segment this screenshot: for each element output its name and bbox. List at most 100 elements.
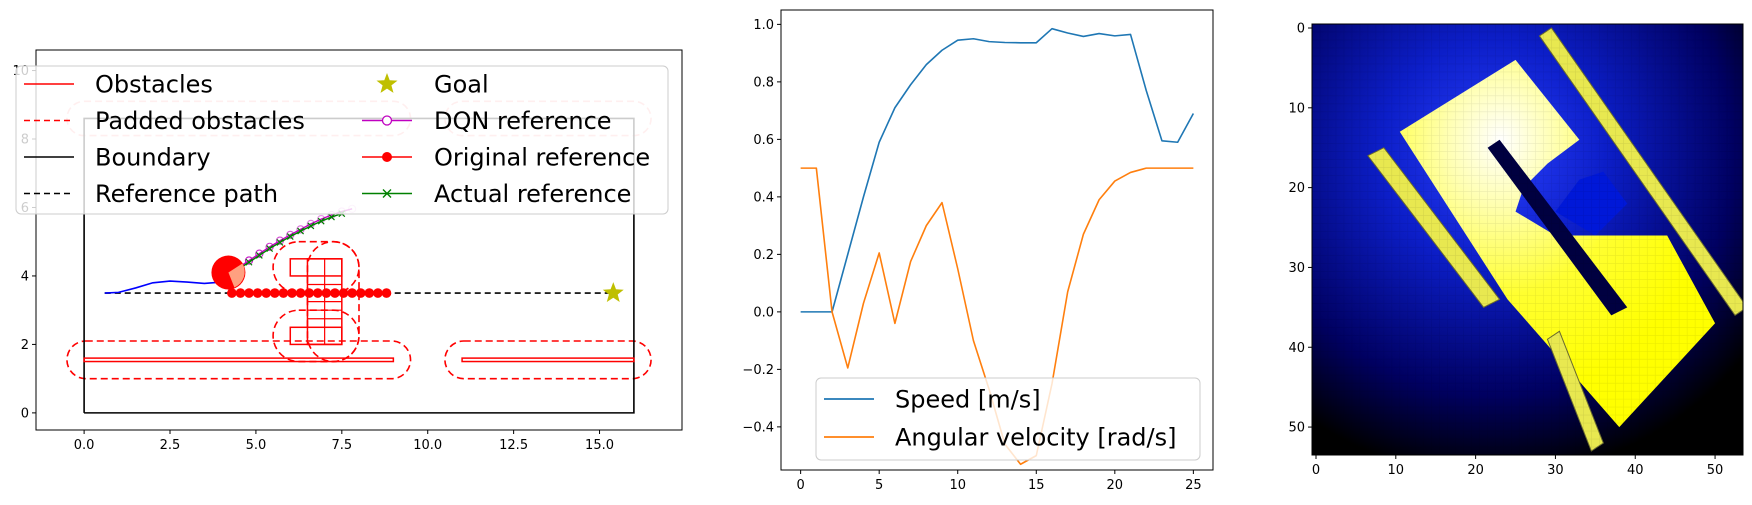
original-reference-point — [235, 288, 246, 298]
velocity-legend: Speed [m/s] Angular velocity [rad/s] — [815, 377, 1201, 461]
original-reference-point — [381, 288, 392, 298]
original-reference-point — [227, 288, 237, 298]
padded-obstacle — [272, 240, 360, 294]
y-tick-label: 2 — [21, 338, 29, 353]
x-tick-label: 20 — [1107, 478, 1124, 493]
legend-marker — [382, 152, 392, 162]
velocity-legend-box — [815, 377, 1201, 461]
velocity-plot: 0 5 10 15 20 25 −0.4 −0.2 0.0 0.2 0.4 0.6 0.8 1.0 Spe… — [742, 9, 1214, 493]
y-tick-label: 10 — [1288, 101, 1305, 116]
x-tick-label: 30 — [1547, 463, 1564, 478]
legend-label: Original reference — [434, 144, 650, 172]
original-reference-point — [287, 288, 297, 298]
original-reference-point — [244, 288, 254, 298]
actual-reference-point — [317, 217, 325, 225]
actual-reference-point — [328, 213, 335, 221]
x-tick-label: 12.5 — [499, 438, 528, 453]
original-reference-point — [304, 288, 314, 298]
goal-bay-region — [1555, 171, 1628, 236]
original-reference-point — [364, 288, 375, 298]
velocity-axis-ticks: 0 5 10 15 20 25 −0.4 −0.2 0.0 0.2 0.4 0.6 0.8 1.0 — [742, 18, 1201, 493]
y-tick-label: 30 — [1288, 261, 1305, 276]
x-tick-label: 40 — [1627, 463, 1644, 478]
original-reference-point — [261, 288, 272, 298]
x-tick-label: 0 — [1312, 463, 1320, 478]
x-tick-label: 50 — [1707, 463, 1724, 478]
original-reference-point — [347, 288, 357, 298]
y-tick-label: 1.0 — [753, 18, 774, 33]
heatmap-pixel-grid — [1312, 24, 1743, 455]
original-reference-point — [295, 288, 306, 298]
environment-legend: Obstacles Padded obstacles Boundary Referen… — [15, 65, 669, 215]
actual-reference-point — [307, 222, 315, 230]
y-tick-label: 50 — [1288, 421, 1305, 436]
actual-reference-point — [255, 251, 263, 259]
y-tick-label: 0.8 — [753, 75, 774, 90]
obstacle — [461, 357, 635, 363]
original-reference-point — [321, 288, 332, 298]
x-tick-label: 7.5 — [331, 438, 352, 453]
speed-series-line — [800, 27, 1195, 313]
x-tick-label: 25 — [1185, 478, 1202, 493]
y-tick-label: 0.4 — [753, 190, 774, 205]
x-tick-label: 0.0 — [74, 438, 95, 453]
x-tick-label: 5.0 — [246, 438, 267, 453]
padded-obstacle — [66, 340, 412, 380]
legend-label: DQN reference — [434, 107, 612, 135]
y-tick-label: −0.2 — [742, 363, 774, 378]
y-tick-label: 4 — [21, 269, 29, 284]
lower-wall-region — [1546, 330, 1604, 452]
y-tick-label: 0.6 — [753, 133, 774, 148]
y-tick-label: 0.2 — [753, 248, 774, 263]
occupancy-heatmap: 0 10 20 30 40 50 0 10 20 30 40 50 — [1288, 21, 1744, 478]
x-tick-label: 2.5 — [160, 438, 181, 453]
heatmap-frame — [1311, 23, 1744, 456]
legend-goal-star — [376, 73, 398, 93]
x-tick-label: 5 — [875, 478, 883, 493]
original-reference-point — [355, 288, 366, 298]
original-reference-point — [373, 288, 383, 298]
y-tick-label: 0 — [21, 406, 29, 421]
original-reference-point — [278, 288, 289, 298]
actual-reference-point — [276, 238, 284, 246]
original-reference-point — [330, 288, 340, 298]
legend-label: Boundary — [95, 144, 211, 172]
legend-label: Speed [m/s] — [895, 386, 1041, 414]
obstacle — [83, 357, 395, 363]
x-tick-label: 10 — [949, 478, 966, 493]
right-wall-region — [1538, 27, 1743, 317]
legend-marker — [381, 115, 393, 126]
occupied-slot-region — [1487, 139, 1628, 316]
legend-label: Actual reference — [434, 180, 631, 208]
vehicle-heading-wedge — [228, 263, 245, 288]
original-reference-point — [312, 288, 323, 298]
legend-label: Padded obstacles — [95, 107, 305, 135]
x-tick-label: 15 — [1028, 478, 1045, 493]
actual-reference-point — [245, 258, 253, 266]
goal-star — [602, 282, 624, 302]
actual-reference-point — [297, 227, 305, 235]
x-tick-label: 20 — [1467, 463, 1484, 478]
actual-reference-point — [266, 245, 274, 252]
original-reference-point — [338, 288, 349, 298]
y-tick-label: 0.0 — [753, 305, 774, 320]
heatmap-image — [1312, 24, 1743, 455]
x-tick-label: 15.0 — [585, 438, 614, 453]
y-tick-label: −0.4 — [742, 420, 774, 435]
legend-label: Obstacles — [95, 71, 213, 99]
x-tick-label: 10.0 — [413, 438, 442, 453]
environment-plot: 0.02.55.07.510.012.515.00246810 Obstacle… — [12, 49, 683, 453]
original-reference-point — [270, 288, 280, 298]
legend-marker — [382, 189, 392, 198]
legend-label: Goal — [434, 71, 489, 99]
actual-reference-point — [286, 233, 294, 241]
x-tick-label: 10 — [1388, 463, 1405, 478]
y-tick-label: 40 — [1288, 341, 1305, 356]
free-space-region — [1399, 59, 1716, 428]
left-wall-region — [1367, 147, 1501, 308]
original-reference-point — [252, 288, 263, 298]
y-tick-label: 0 — [1297, 21, 1305, 36]
environment-legend-box — [15, 65, 669, 215]
y-tick-label: 20 — [1288, 181, 1305, 196]
